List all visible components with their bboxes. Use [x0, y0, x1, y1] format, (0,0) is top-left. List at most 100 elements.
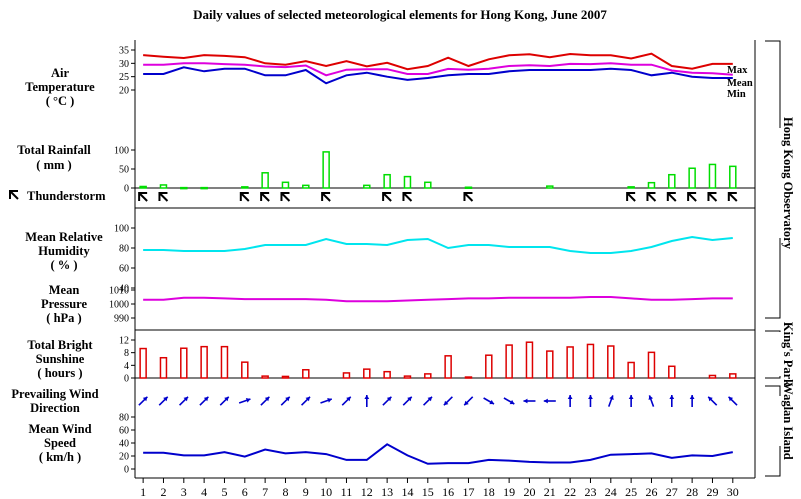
wind-arrow	[178, 396, 189, 406]
sunshine-bar	[180, 347, 188, 379]
rainfall-label: Total Rainfall( mm )	[17, 143, 91, 172]
sunshine-label-line: ( hours )	[37, 366, 82, 380]
wind-arrow-head	[689, 395, 695, 399]
day-label: 18	[483, 485, 495, 499]
wind-arrow	[707, 396, 718, 406]
day-label: 26	[645, 485, 657, 499]
day-label: 20	[523, 485, 535, 499]
day-label: 4	[201, 485, 207, 499]
wind-arrow	[402, 396, 413, 406]
temp-line-mean	[143, 62, 733, 77]
wind-direction-label-line: Direction	[30, 401, 80, 415]
wind-arrow	[588, 395, 593, 407]
sunshine-bar	[505, 344, 513, 379]
humidity-axis-tick-label: 80	[119, 244, 129, 255]
sunshine-bar	[200, 345, 208, 379]
sunshine-label-line: Total Bright	[27, 338, 93, 352]
rain-bar	[729, 165, 737, 189]
wind-speed-label: Mean Wind Speed( km/h )	[28, 422, 91, 464]
wind-arrow-head	[728, 396, 734, 402]
wind-speed-axis-tick-label: 20	[119, 452, 129, 463]
sunshine-bar	[159, 356, 168, 379]
sunshine-bar	[708, 374, 717, 379]
sunshine-bar	[566, 346, 574, 379]
kp-bracket-top	[765, 330, 781, 332]
sunshine-bar	[424, 373, 432, 379]
pressure-line	[143, 296, 733, 303]
sunshine-bar	[342, 372, 351, 379]
max-series-label: Max	[727, 65, 748, 76]
thunderstorm-label: Thunderstorm	[27, 189, 106, 203]
temperature-label-line: ( °C )	[46, 94, 75, 108]
wind-arrow	[158, 396, 169, 406]
sunshine-bar	[464, 376, 473, 379]
wind-arrow	[543, 398, 556, 404]
wind-arrow	[607, 395, 614, 407]
sunshine-bar	[302, 369, 310, 379]
wind-arrow	[567, 395, 573, 407]
wind-arrow-head	[142, 396, 148, 402]
day-label: 9	[303, 485, 309, 499]
humidity-label: Mean Relative Humidity( % )	[25, 230, 103, 272]
rain-bar	[180, 186, 188, 190]
thunderstorm-mark	[280, 192, 291, 202]
wind-arrow-head	[509, 399, 515, 405]
sunshine-bar	[525, 341, 534, 379]
wind-arrow-head	[245, 398, 251, 403]
temp-axis-tick-label: 25	[119, 72, 129, 83]
temperature-label-line: Temperature	[25, 80, 95, 94]
sunshine-bar	[485, 354, 493, 379]
wind-speed-axis-tick-label: 40	[119, 439, 129, 450]
wind-arrow-head	[609, 395, 614, 400]
thunderstorm-mark	[321, 192, 331, 202]
sunshine-axis-tick-label: 0	[124, 374, 129, 385]
thunderstorm-mark	[138, 192, 148, 202]
thunderstorm-mark	[727, 192, 738, 202]
wind-arrow	[443, 396, 453, 406]
rain-bar	[200, 186, 208, 190]
rain-axis-tick-label: 50	[119, 165, 129, 176]
wind-arrow	[463, 396, 474, 406]
temperature-label-line: Air	[51, 66, 70, 80]
day-label: 17	[462, 485, 474, 499]
day-label: 7	[262, 485, 268, 499]
temp-line-max	[143, 52, 733, 71]
sunshine-label: Total Bright Sunshine( hours )	[27, 338, 93, 380]
sunshine-axis-tick-label: 8	[124, 348, 129, 359]
sunshine-bar	[586, 343, 595, 379]
thunderstorm-mark	[463, 192, 474, 202]
rain-bar	[424, 181, 432, 189]
rain-bar	[708, 163, 717, 189]
rain-bar	[241, 186, 249, 189]
wind-arrow-head	[407, 396, 412, 402]
wind-arrow-head	[523, 398, 528, 404]
rain-bar	[302, 184, 310, 189]
wind-arrow-head	[327, 398, 332, 403]
wind-arrow-head	[708, 396, 713, 402]
rain-bar	[322, 151, 330, 189]
hko-bracket-bottom	[765, 238, 781, 319]
wind-arrow	[199, 396, 209, 406]
wind-arrow	[669, 395, 675, 407]
wind-arrow-head	[163, 396, 168, 402]
wind-arrow	[341, 396, 352, 406]
day-label: 1	[140, 485, 146, 499]
sunshine-bar	[403, 375, 412, 379]
wind-arrow	[238, 398, 251, 404]
wg-bracket-bottom	[765, 446, 781, 477]
rain-bar	[363, 184, 371, 189]
day-label: 19	[503, 485, 515, 499]
sunshine-axis-tick-label: 4	[124, 361, 129, 372]
day-label: 12	[361, 485, 373, 499]
wind-speed-line	[143, 443, 733, 465]
rain-axis-tick-label: 0	[124, 184, 129, 195]
temperature-label: Air Temperature( °C )	[25, 66, 95, 108]
day-label: 25	[625, 485, 637, 499]
day-label: 30	[727, 485, 739, 499]
wind-arrow	[689, 395, 695, 407]
wind-arrow-head	[264, 396, 270, 402]
thunderstorm-legend-icon	[9, 190, 19, 200]
day-label: 24	[605, 485, 617, 499]
